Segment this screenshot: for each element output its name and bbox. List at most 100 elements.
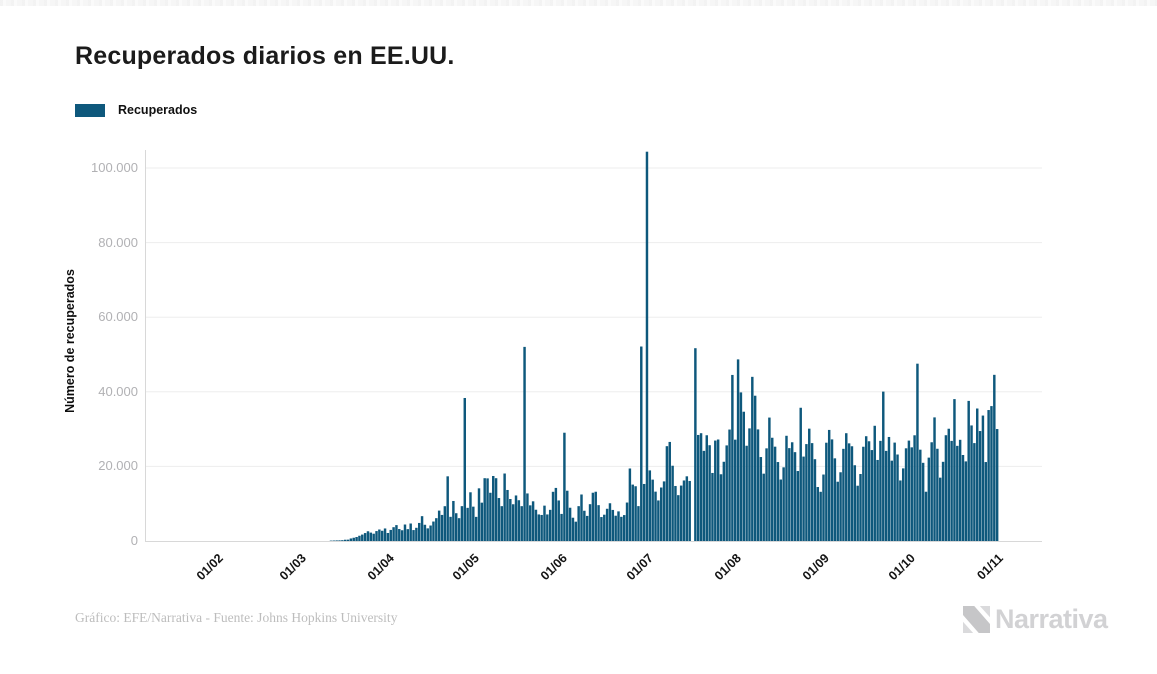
bar (420, 516, 424, 541)
bar (930, 442, 933, 541)
chart-title: Recuperados diarios en EE.UU. (75, 42, 455, 70)
bar (591, 492, 595, 541)
bar (947, 428, 950, 541)
bar (799, 407, 802, 541)
bar (457, 518, 461, 541)
y-tick-label: 20.000 (98, 458, 138, 474)
bar (976, 408, 979, 541)
bar (842, 448, 845, 541)
bar (819, 491, 822, 541)
bar (361, 534, 364, 541)
bar (719, 474, 723, 541)
bar (836, 481, 839, 541)
bar (389, 529, 392, 541)
bar (933, 417, 936, 541)
bar (728, 429, 731, 541)
bar (967, 400, 970, 541)
bar (380, 530, 384, 541)
bar (494, 478, 498, 541)
bar (509, 499, 512, 541)
bar (642, 483, 646, 541)
bar (520, 506, 523, 541)
bar (338, 540, 341, 541)
bar (893, 442, 896, 541)
bar (574, 521, 578, 541)
bar (939, 477, 942, 541)
bar (679, 485, 683, 541)
bar (435, 518, 438, 541)
bar (355, 537, 358, 541)
bar (899, 480, 902, 541)
bar (415, 527, 418, 541)
bar (907, 440, 911, 541)
legend-swatch (75, 103, 105, 117)
bar (762, 473, 765, 541)
legend: Recuperados (75, 103, 197, 117)
bar (668, 441, 671, 541)
bar (588, 504, 592, 541)
bar (711, 472, 714, 541)
bar (614, 515, 617, 541)
bar (944, 435, 948, 541)
bar (452, 500, 455, 541)
bar (372, 533, 375, 541)
bar (594, 491, 597, 541)
bar (546, 514, 549, 541)
bar (845, 433, 848, 541)
bar (825, 442, 828, 541)
bar (862, 446, 865, 541)
bar (620, 516, 623, 541)
bar (984, 462, 987, 541)
bar (583, 510, 586, 541)
bar (904, 448, 908, 541)
bar (466, 507, 469, 541)
bar (383, 528, 387, 541)
bar (608, 503, 612, 541)
bar (631, 484, 634, 541)
x-tick-label: 01/05 (450, 551, 483, 584)
bar (443, 506, 447, 541)
bar (645, 151, 649, 541)
bar (816, 487, 820, 541)
footer-credit: Gráfico: EFE/Narrativa - Fuente: Johns H… (75, 610, 398, 625)
bar (771, 437, 774, 541)
bar (651, 479, 654, 541)
bar (440, 514, 444, 541)
bar (722, 461, 726, 541)
bar (529, 505, 532, 541)
bar (995, 429, 999, 541)
bar (449, 516, 452, 541)
bar (398, 529, 401, 541)
bar (659, 487, 663, 541)
bar (753, 395, 757, 541)
bar (492, 475, 495, 541)
bar (705, 435, 708, 541)
bar (577, 506, 580, 541)
bar (973, 443, 976, 541)
bar (867, 441, 871, 541)
bar (850, 446, 854, 541)
bar (469, 492, 472, 541)
bar (455, 513, 458, 541)
bar (748, 428, 751, 541)
bar (511, 504, 515, 541)
bar (859, 474, 862, 541)
y-tick-label: 80.000 (98, 234, 138, 250)
legend-label: Recuperados (118, 103, 198, 117)
bar (474, 516, 478, 541)
bar (400, 530, 404, 541)
bar (981, 415, 985, 541)
bar (993, 374, 996, 541)
bar (446, 476, 449, 541)
bar (953, 399, 956, 541)
bar (603, 514, 606, 541)
bar (600, 517, 603, 541)
y-tick-label: 0 (130, 533, 138, 548)
bar (793, 452, 797, 541)
bar (956, 445, 959, 541)
bar (358, 535, 361, 541)
bar (437, 510, 441, 541)
narrativa-n-icon (963, 606, 990, 633)
brand-logo-text: Narrativa (995, 604, 1108, 634)
bar (887, 436, 891, 541)
